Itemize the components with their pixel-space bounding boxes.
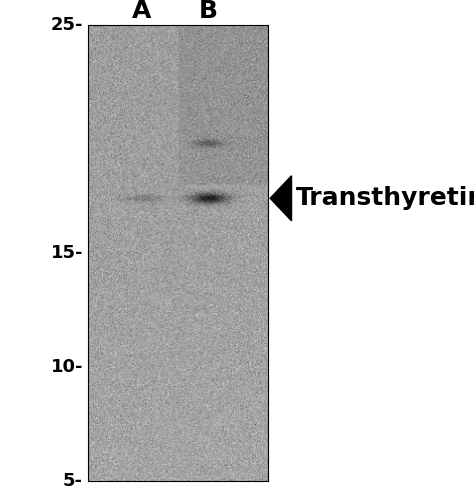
Text: 10-: 10- xyxy=(50,358,83,376)
Text: 15-: 15- xyxy=(50,244,83,262)
Text: B: B xyxy=(199,0,218,23)
Text: 5-: 5- xyxy=(63,472,83,490)
Text: Transthyretin: Transthyretin xyxy=(296,186,474,210)
Polygon shape xyxy=(270,176,292,221)
Text: A: A xyxy=(132,0,151,23)
Text: 25-: 25- xyxy=(50,16,83,34)
